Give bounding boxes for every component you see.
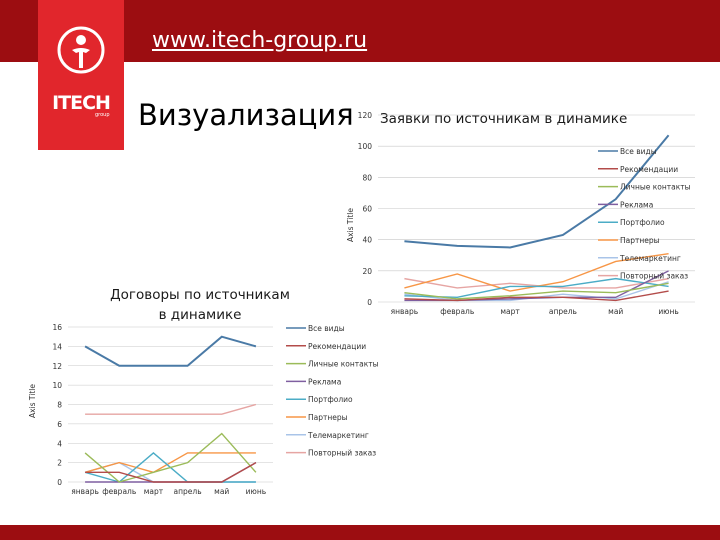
requests-chart: Заявки по источникам в динамике Axis Tit… <box>346 111 695 316</box>
series-line <box>84 452 256 474</box>
series-line <box>404 282 669 300</box>
y-tick-label: 60 <box>362 205 372 214</box>
legend-label: Рекомендации <box>620 165 678 174</box>
series-line <box>404 277 669 289</box>
x-tick-label: май <box>608 307 623 316</box>
y-tick-label: 10 <box>52 381 62 390</box>
legend-label: Портфолио <box>308 395 353 404</box>
series-line <box>85 462 257 483</box>
y-tick-label: 12 <box>52 362 62 371</box>
legend-label: Повторный заказ <box>308 449 376 458</box>
y-tick-label: 120 <box>358 111 373 120</box>
chart-title: Заявки по источникам в динамике <box>380 111 627 127</box>
legend-label: Все виды <box>620 147 657 156</box>
x-tick-label: апрель <box>174 487 202 496</box>
series-line <box>84 335 257 367</box>
page-title: Визуализация <box>138 98 354 132</box>
legend-label: Личные контакты <box>308 360 379 369</box>
y-tick-label: 14 <box>52 342 62 351</box>
x-tick-label: апрель <box>549 307 577 316</box>
series-line <box>84 432 257 483</box>
legend-label: Рекомендации <box>308 342 366 351</box>
legend-label: Портфолио <box>620 218 665 227</box>
x-tick-label: июнь <box>658 307 679 316</box>
y-tick-label: 8 <box>57 401 62 410</box>
legend-label: Партнеры <box>308 413 348 422</box>
series-line <box>85 403 257 415</box>
legend-label: Телемаркетинг <box>307 431 369 440</box>
series-line <box>404 277 669 299</box>
legend-label: Повторный заказ <box>620 272 688 281</box>
site-url-link[interactable]: www.itech-group.ru <box>152 28 368 53</box>
chart-title-line: в динамике <box>159 307 242 323</box>
legend-label: Партнеры <box>620 236 660 245</box>
legend-label: Телемаркетинг <box>619 254 681 263</box>
y-tick-label: 16 <box>52 323 62 332</box>
legend-label: Все виды <box>308 324 345 333</box>
legend-label: Реклама <box>308 377 341 386</box>
y-tick-label: 80 <box>362 173 372 182</box>
x-tick-label: март <box>144 487 164 496</box>
series-line <box>404 134 670 249</box>
legend-label: Реклама <box>620 200 653 209</box>
logo-text: ITECH <box>52 92 111 114</box>
y-tick-label: 100 <box>358 142 373 151</box>
x-tick-label: июнь <box>246 487 267 496</box>
y-tick-label: 2 <box>57 459 62 468</box>
footer-bar <box>0 525 720 540</box>
y-tick-label: 0 <box>367 298 372 307</box>
y-axis-title: Axis Title <box>346 208 355 242</box>
series-line <box>404 290 669 302</box>
x-tick-label: январь <box>391 307 419 316</box>
y-tick-label: 0 <box>57 478 62 487</box>
y-tick-label: 4 <box>57 439 62 448</box>
y-tick-label: 40 <box>362 236 372 245</box>
company-logo: ITECH group <box>38 0 124 150</box>
y-tick-label: 6 <box>57 420 62 429</box>
logo-figure-icon <box>57 26 105 74</box>
chart-title: Договоры по источникам в динамике <box>110 287 290 323</box>
y-tick-label: 20 <box>362 267 372 276</box>
x-tick-label: март <box>500 307 520 316</box>
x-tick-label: май <box>214 487 229 496</box>
x-tick-label: февраль <box>102 487 136 496</box>
chart-title-line: Договоры по источникам <box>110 287 290 303</box>
x-tick-label: январь <box>71 487 99 496</box>
y-axis-title: Axis Title <box>28 384 37 418</box>
logo-subtext: group <box>95 112 110 118</box>
x-tick-label: февраль <box>440 307 474 316</box>
legend-label: Личные контакты <box>620 183 691 192</box>
contracts-chart: Договоры по источникам в динамике Axis Ti… <box>28 287 379 496</box>
